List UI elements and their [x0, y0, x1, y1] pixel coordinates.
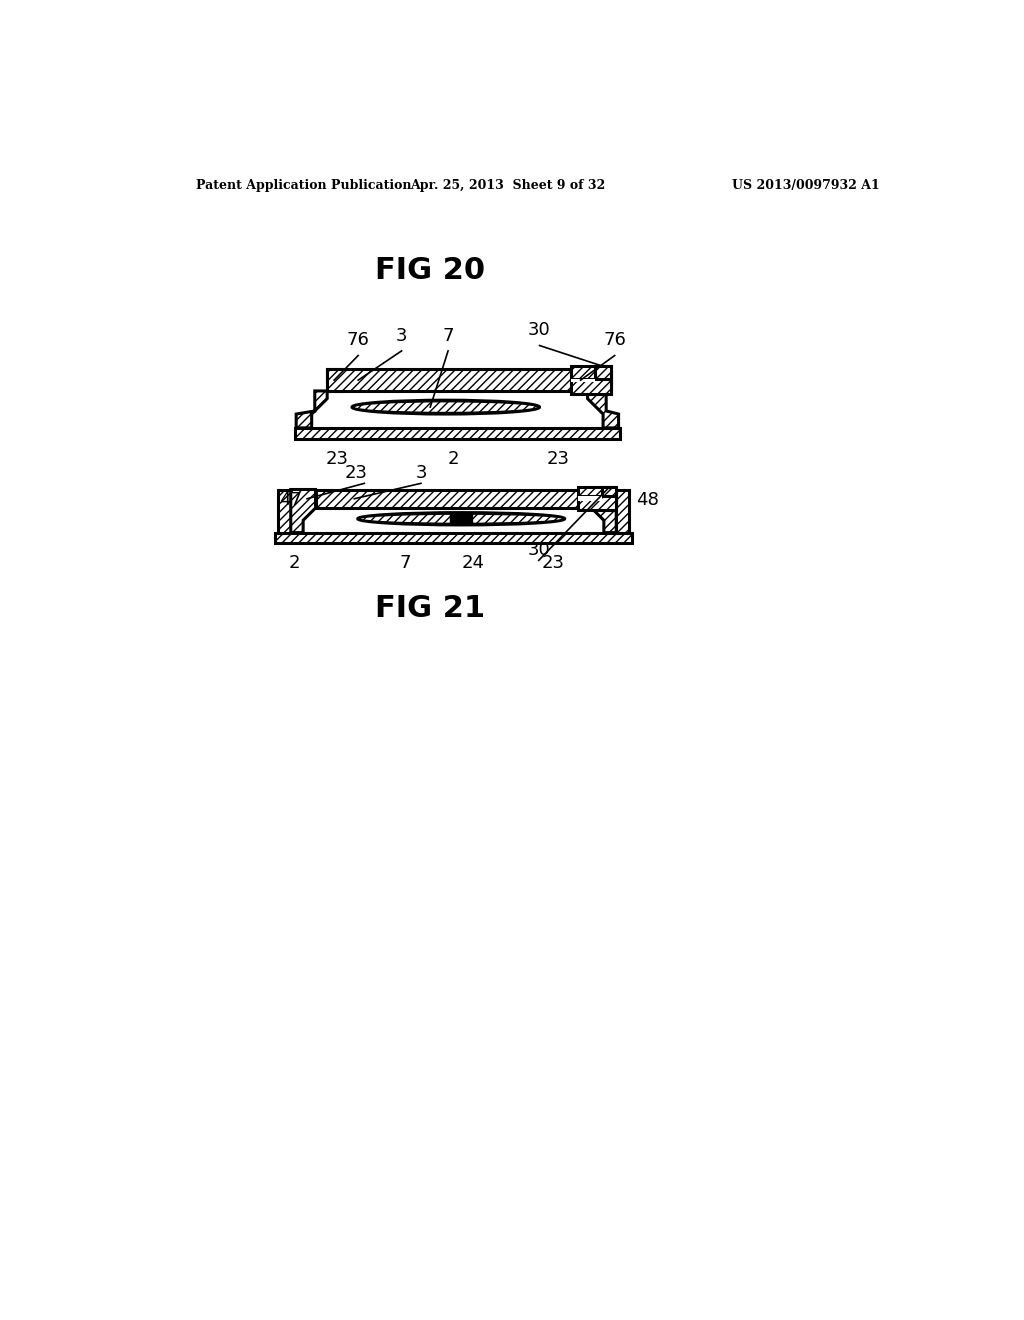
Text: 7: 7: [399, 554, 412, 572]
Text: 23: 23: [326, 450, 349, 469]
Bar: [595, 367, 611, 395]
Text: 3: 3: [396, 327, 408, 345]
Text: 2: 2: [447, 450, 459, 469]
Bar: [570, 379, 595, 381]
Bar: [315, 490, 592, 508]
Text: US 2013/0097932 A1: US 2013/0097932 A1: [732, 178, 881, 191]
Text: 30: 30: [528, 321, 551, 339]
Text: 2: 2: [289, 554, 300, 572]
Text: 23: 23: [547, 450, 569, 469]
Text: 76: 76: [603, 331, 626, 350]
Text: Apr. 25, 2013  Sheet 9 of 32: Apr. 25, 2013 Sheet 9 of 32: [411, 178, 605, 191]
Text: 24: 24: [462, 554, 484, 572]
Text: 3: 3: [415, 463, 427, 482]
Text: 23: 23: [542, 554, 564, 572]
Bar: [451, 515, 472, 524]
Bar: [328, 370, 588, 391]
Bar: [279, 490, 291, 533]
Bar: [570, 367, 611, 381]
Bar: [573, 370, 588, 391]
Ellipse shape: [359, 513, 563, 524]
Bar: [578, 496, 602, 502]
Bar: [275, 533, 632, 544]
Bar: [328, 370, 341, 391]
Bar: [578, 496, 616, 511]
Text: 30: 30: [527, 541, 550, 558]
Ellipse shape: [353, 401, 538, 413]
Polygon shape: [592, 490, 616, 533]
Polygon shape: [588, 391, 618, 428]
Bar: [295, 428, 621, 440]
Text: FIG 20: FIG 20: [375, 256, 485, 285]
Bar: [616, 490, 629, 533]
Text: FIG 21: FIG 21: [375, 594, 485, 623]
Text: 76: 76: [347, 331, 370, 350]
Text: Patent Application Publication: Patent Application Publication: [197, 178, 412, 191]
Bar: [570, 379, 611, 395]
Text: 47: 47: [280, 491, 302, 510]
Text: 7: 7: [442, 327, 454, 345]
Polygon shape: [296, 391, 328, 428]
Ellipse shape: [357, 512, 564, 525]
Bar: [602, 487, 616, 511]
Bar: [578, 487, 616, 502]
Text: 48: 48: [636, 491, 659, 510]
Polygon shape: [291, 490, 315, 533]
Text: 23: 23: [345, 463, 368, 482]
Ellipse shape: [352, 400, 540, 414]
